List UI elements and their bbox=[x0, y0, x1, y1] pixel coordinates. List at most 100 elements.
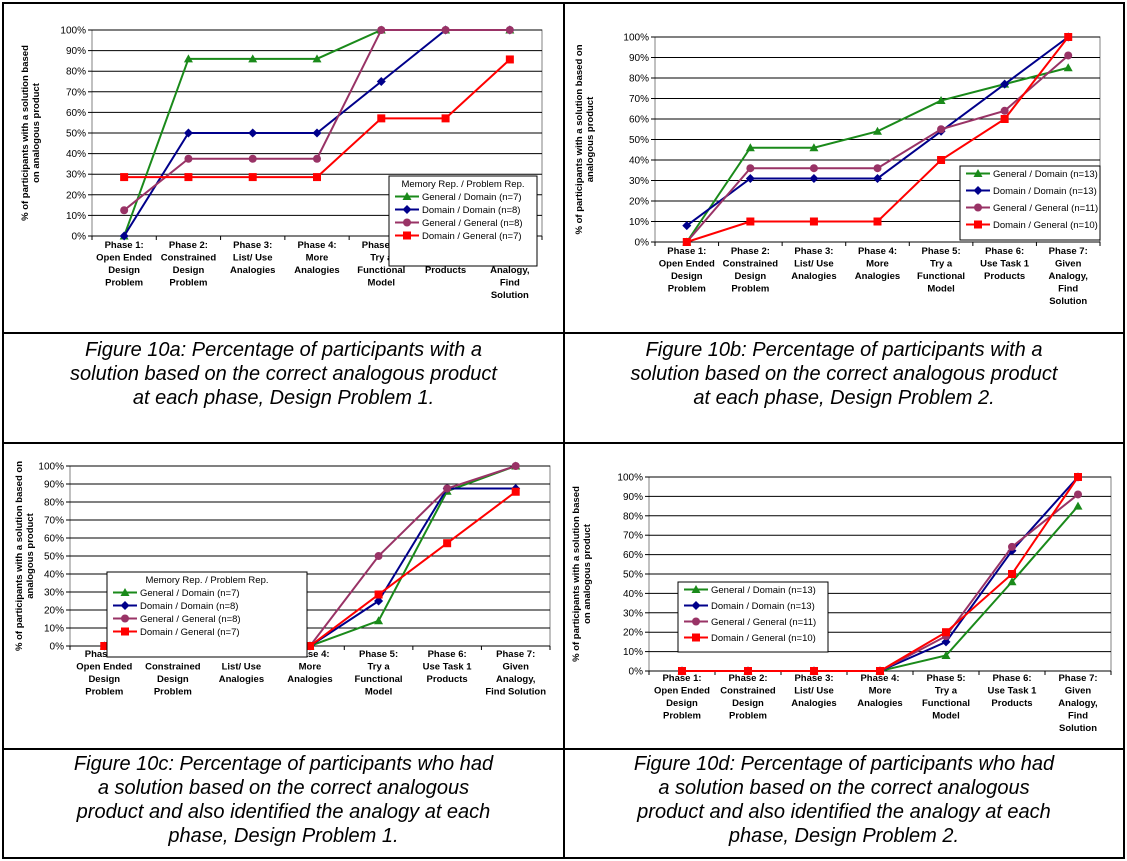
data-point bbox=[442, 26, 450, 34]
data-point bbox=[874, 218, 882, 226]
chart-10a: 0%10%20%30%40%50%60%70%80%90%100%Phase 1… bbox=[4, 4, 563, 334]
data-point bbox=[874, 164, 882, 172]
caption-line: solution based on the correct analogous … bbox=[569, 362, 1119, 386]
y-tick-label: 20% bbox=[629, 197, 649, 208]
x-tick-label: Phase 7: Given Analogy, Find Solution bbox=[485, 649, 546, 698]
legend-marker bbox=[403, 232, 411, 240]
legend-entry: General / Domain (n=13) bbox=[711, 585, 816, 596]
caption-10d: Figure 10d: Percentage of participants w… bbox=[569, 752, 1119, 848]
legend-entry: General / General (n=11) bbox=[711, 617, 816, 628]
legend: General / Domain (n=13) Domain / Domain (… bbox=[960, 166, 1100, 240]
data-point bbox=[1074, 473, 1082, 481]
caption-line: Figure 10b: Percentage of participants w… bbox=[569, 338, 1119, 362]
caption-line: product and also identified the analogy … bbox=[8, 800, 559, 824]
y-axis-label: % of participants with a solution based … bbox=[574, 44, 585, 234]
y-tick-label: 40% bbox=[623, 589, 643, 600]
legend-entry: General / General (n=11) bbox=[993, 203, 1098, 214]
divider bbox=[4, 748, 563, 750]
legend: Memory Rep. / Problem Rep.General / Doma… bbox=[389, 176, 537, 266]
data-point bbox=[1064, 51, 1072, 59]
data-point bbox=[249, 173, 257, 181]
chart-10c: 0% 10% 20% 30% 40% 50% 60% 70% 80% 90% 100% Phase 1… bbox=[4, 444, 563, 750]
data-point bbox=[184, 155, 192, 163]
caption-line: phase, Design Problem 1. bbox=[8, 824, 559, 848]
caption-line: a solution based on the correct analogou… bbox=[569, 776, 1119, 800]
data-point bbox=[377, 26, 385, 34]
y-tick-label: 50% bbox=[44, 552, 64, 563]
legend-marker bbox=[121, 615, 129, 623]
x-tick-label: Phase 3:List/ UseAnalogies bbox=[791, 673, 836, 709]
data-point bbox=[746, 218, 754, 226]
data-point bbox=[744, 667, 752, 675]
divider bbox=[4, 332, 563, 334]
y-tick-label: 20% bbox=[66, 190, 86, 201]
y-tick-label: 40% bbox=[44, 570, 64, 581]
y-tick-label: 30% bbox=[629, 176, 649, 187]
x-tick-label: Phase 7:GivenAnalogy,FindSolution bbox=[1058, 673, 1097, 734]
y-tick-label: 70% bbox=[44, 516, 64, 527]
x-tick-label: Phase 5: Try a Functional Model bbox=[355, 649, 403, 698]
legend-entry: General / General (n=8) bbox=[140, 614, 241, 625]
legend: General / Domain (n=13) Domain / Domain (… bbox=[678, 582, 828, 652]
caption-10a: Figure 10a: Percentage of participants w… bbox=[8, 338, 559, 410]
y-axis-label: % of participants with a solution based bbox=[20, 45, 31, 221]
y-tick-label: 10% bbox=[623, 647, 643, 658]
y-tick-label: 70% bbox=[66, 87, 86, 98]
data-point bbox=[443, 485, 451, 493]
data-point bbox=[313, 173, 321, 181]
data-point bbox=[120, 206, 128, 214]
data-point bbox=[506, 26, 514, 34]
y-tick-label: 50% bbox=[629, 135, 649, 146]
y-tick-label: 60% bbox=[66, 108, 86, 119]
data-point bbox=[810, 218, 818, 226]
figure-10c-panel: 0% 10% 20% 30% 40% 50% 60% 70% 80% 90% 100% Phase 1… bbox=[2, 442, 565, 859]
data-point bbox=[678, 667, 686, 675]
y-axis-label: analogous product bbox=[585, 96, 596, 182]
legend-entry: Domain / General (n=10) bbox=[711, 633, 816, 644]
legend-marker bbox=[692, 618, 700, 626]
data-point bbox=[1008, 543, 1016, 551]
data-point bbox=[506, 55, 514, 63]
data-point bbox=[184, 173, 192, 181]
y-tick-label: 60% bbox=[44, 534, 64, 545]
y-tick-label: 50% bbox=[66, 129, 86, 140]
data-point bbox=[683, 238, 691, 246]
y-axis-label: analogous product bbox=[25, 512, 36, 598]
data-point bbox=[1001, 115, 1009, 123]
data-point bbox=[375, 552, 383, 560]
figure-10b-panel: 0% 10% 20% 30% 40% 50% 60% 70% 80% 90% 100% Phase 1… bbox=[563, 2, 1125, 444]
data-point bbox=[937, 156, 945, 164]
legend-title: Memory Rep. / Problem Rep. bbox=[145, 575, 268, 586]
caption-line: a solution based on the correct analogou… bbox=[8, 776, 559, 800]
legend-marker bbox=[403, 219, 411, 227]
y-tick-label: 90% bbox=[623, 492, 643, 503]
y-axis-label: % of participants with a solution based … bbox=[14, 461, 25, 651]
y-tick-label: 90% bbox=[44, 480, 64, 491]
figure-10a-panel: 0% 10% 20% 30% 40% 50% 60% 70% 80% 90% 100% Phase 1… bbox=[2, 2, 565, 444]
data-point bbox=[810, 667, 818, 675]
y-tick-label: 60% bbox=[623, 550, 643, 561]
legend-entry: Domain / General (n=7) bbox=[422, 231, 522, 242]
caption-10b: Figure 10b: Percentage of participants w… bbox=[569, 338, 1119, 410]
data-point bbox=[249, 155, 257, 163]
x-tick-label: Phase 5: Try a Functional Model bbox=[917, 246, 965, 295]
caption-10c: Figure 10c: Percentage of participants w… bbox=[8, 752, 559, 848]
x-tick-label: Phase 2:ConstrainedDesignProblem bbox=[720, 673, 776, 722]
figure-10d-panel: 0% 10% 20% 30% 40% 50% 60% 70% 80% 90% 100% Phase 1… bbox=[563, 442, 1125, 859]
x-tick-label: Phase 6:Use Task 1Products bbox=[988, 673, 1038, 709]
y-axis-label: on analogous product bbox=[582, 523, 593, 624]
data-point bbox=[512, 462, 520, 470]
legend-entry: Domain / General (n=10) bbox=[993, 220, 1098, 231]
legend-entry: General / General (n=8) bbox=[422, 218, 523, 229]
data-point bbox=[512, 488, 520, 496]
data-point bbox=[1074, 490, 1082, 498]
x-tick-label: Phase 4: More Analogies bbox=[857, 673, 902, 709]
y-tick-label: 80% bbox=[629, 74, 649, 85]
y-tick-label: 60% bbox=[629, 115, 649, 126]
x-tick-label: Phase 6:Use Task 1Products bbox=[423, 649, 473, 685]
legend-entry: General / Domain (n=7) bbox=[140, 588, 240, 599]
divider bbox=[565, 748, 1123, 750]
x-tick-label: Phase 5: Try a Functional Model bbox=[922, 673, 970, 722]
